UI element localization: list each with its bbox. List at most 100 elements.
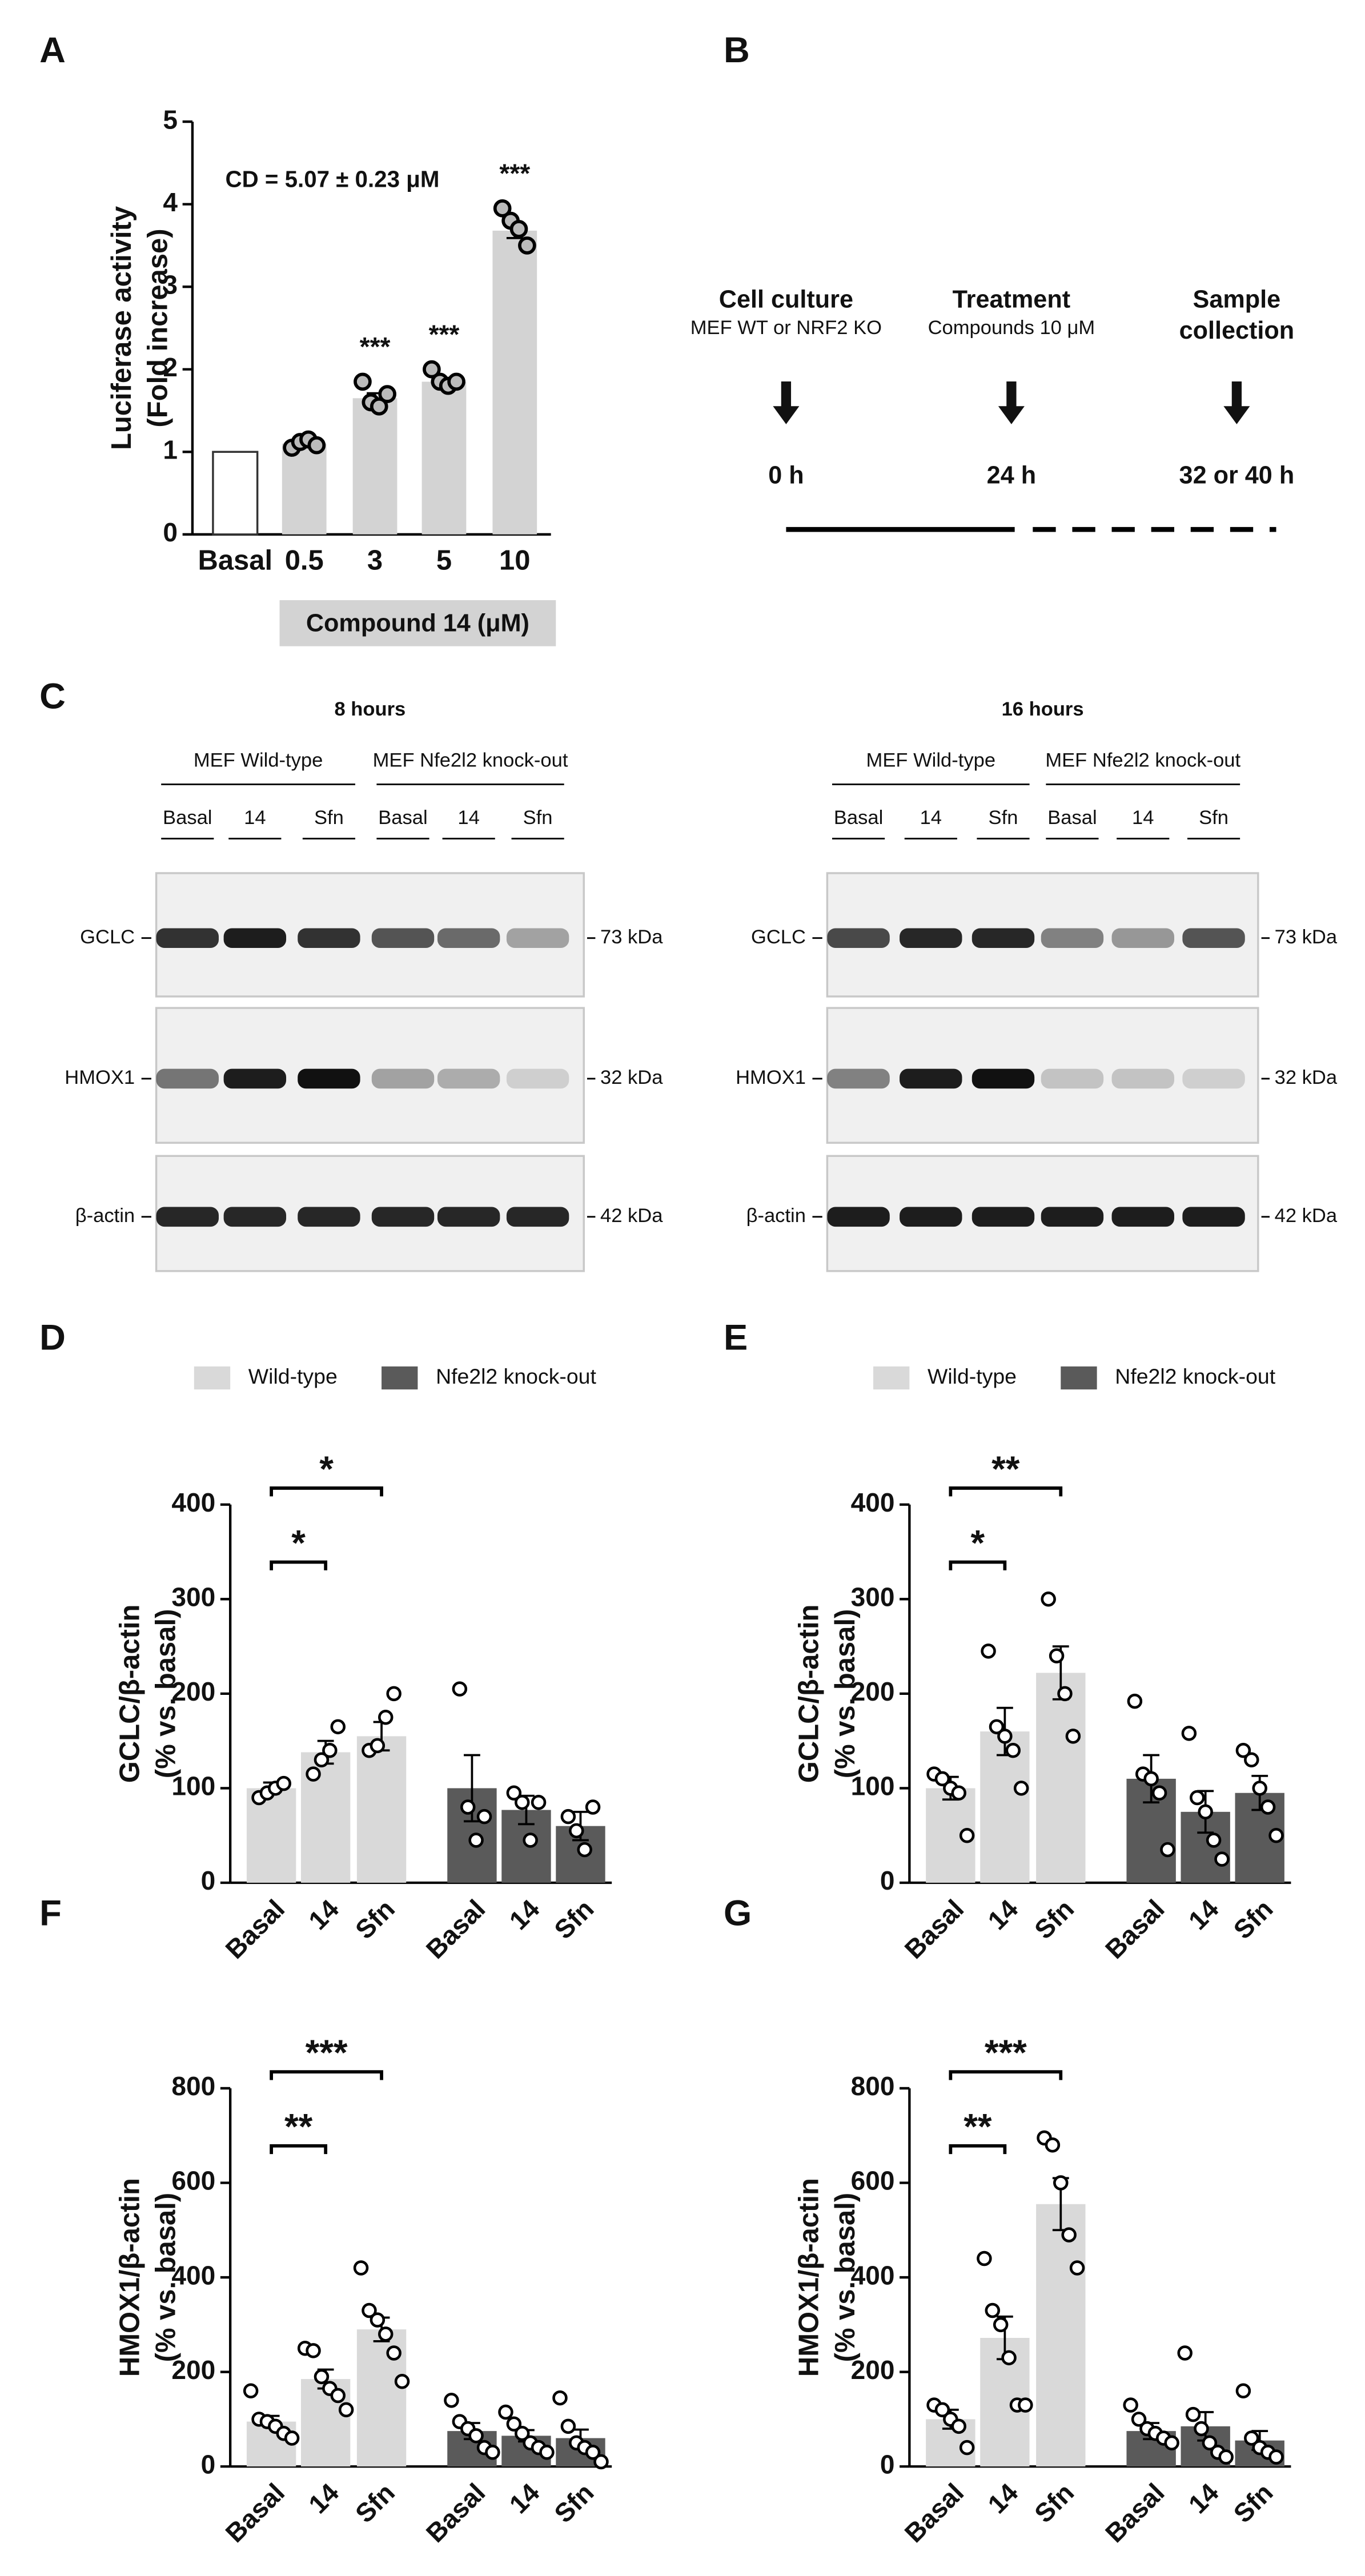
data-point bbox=[386, 1686, 402, 1702]
data-point bbox=[569, 1823, 584, 1839]
significance-label: *** bbox=[360, 332, 391, 361]
data-point bbox=[518, 236, 536, 255]
x-tick-label: Basal bbox=[198, 545, 272, 576]
data-point bbox=[523, 1832, 538, 1848]
bar bbox=[1036, 1673, 1086, 1883]
data-point bbox=[560, 2418, 576, 2434]
group-label: Compound 14 (μM) bbox=[306, 610, 529, 637]
data-point bbox=[322, 1742, 338, 1758]
data-point bbox=[1260, 1799, 1276, 1815]
data-point bbox=[1268, 1827, 1284, 1843]
x-tick-label: 14 bbox=[503, 2477, 545, 2519]
significance-label: ** bbox=[963, 2107, 992, 2147]
y-axis-label: HMOX1/β-actin bbox=[114, 2178, 145, 2377]
lane-label: Basal bbox=[834, 807, 883, 829]
x-tick-label: Basal bbox=[899, 1894, 970, 1964]
band bbox=[971, 1068, 1035, 1089]
x-tick-label: Basal bbox=[420, 2477, 491, 2548]
y-tick-label: 200 bbox=[851, 1677, 895, 1706]
data-point bbox=[468, 2428, 484, 2444]
data-point bbox=[452, 1681, 468, 1697]
lane-label: Sfn bbox=[523, 807, 553, 829]
significance-label: ** bbox=[991, 1449, 1020, 1489]
x-tick-label: 5 bbox=[436, 545, 452, 576]
y-tick-label: 100 bbox=[171, 1771, 215, 1801]
bar bbox=[980, 1731, 1030, 1883]
data-point bbox=[1198, 1804, 1213, 1820]
y-tick-label: 4 bbox=[163, 187, 178, 217]
x-tick-label: 14 bbox=[1183, 1894, 1225, 1935]
x-tick-label: 14 bbox=[303, 1894, 344, 1935]
data-point bbox=[1214, 1851, 1230, 1867]
significance-label: *** bbox=[429, 319, 460, 349]
significance-label: ** bbox=[284, 2107, 313, 2147]
data-point bbox=[1202, 2435, 1218, 2451]
blot-box bbox=[826, 1007, 1259, 1144]
blot-title: 16 hours bbox=[1002, 698, 1084, 720]
y-tick-label: 100 bbox=[851, 1771, 895, 1801]
y-axis-label: (% vs. basal) bbox=[151, 2193, 182, 2362]
panel-letter: F bbox=[39, 1893, 62, 1933]
bar bbox=[212, 451, 259, 536]
data-point bbox=[370, 2312, 386, 2328]
data-point bbox=[362, 2302, 377, 2318]
bar bbox=[356, 1736, 407, 1883]
band bbox=[827, 1207, 890, 1227]
band bbox=[1041, 1207, 1104, 1227]
data-point bbox=[509, 220, 528, 238]
significance-bracket bbox=[270, 2070, 383, 2080]
y-axis-label: Luciferase activity bbox=[106, 206, 137, 450]
data-point bbox=[330, 1719, 346, 1735]
lane-label: 14 bbox=[920, 807, 942, 829]
group-label: MEF Nfe2l2 knock-out bbox=[1045, 749, 1240, 771]
significance-bracket bbox=[270, 1486, 383, 1497]
data-point bbox=[506, 1785, 522, 1801]
band bbox=[827, 1068, 890, 1089]
arrow bbox=[773, 381, 800, 424]
group-label: MEF Wild-type bbox=[194, 749, 323, 771]
band bbox=[1182, 1207, 1245, 1227]
data-point bbox=[1018, 2397, 1033, 2413]
arrow bbox=[998, 381, 1025, 424]
band bbox=[223, 1068, 287, 1089]
y-axis-label: (% vs. basal) bbox=[151, 1609, 182, 1778]
y-tick-label: 0 bbox=[201, 1866, 216, 1895]
y-tick-label: 400 bbox=[171, 1488, 215, 1517]
x-tick-label: 14 bbox=[982, 1894, 1023, 1935]
data-point bbox=[314, 2369, 330, 2385]
band bbox=[1041, 928, 1104, 949]
x-tick-label: 14 bbox=[1183, 2477, 1225, 2519]
data-point bbox=[353, 2260, 369, 2276]
data-point bbox=[378, 385, 396, 403]
data-point bbox=[593, 2454, 609, 2470]
x-tick-label: 14 bbox=[982, 2477, 1023, 2519]
significance-bracket bbox=[949, 1486, 1063, 1497]
significance-bracket bbox=[270, 2144, 328, 2155]
data-point bbox=[306, 1766, 321, 1782]
band bbox=[506, 928, 569, 949]
data-point bbox=[1057, 1686, 1073, 1702]
lane-label: Sfn bbox=[989, 807, 1018, 829]
blot-title: 8 hours bbox=[335, 698, 406, 720]
y-tick-label: 300 bbox=[171, 1582, 215, 1611]
x-tick-label: Sfn bbox=[1029, 1894, 1079, 1944]
significance-label: *** bbox=[306, 2033, 348, 2073]
panel-letter: E bbox=[724, 1318, 748, 1358]
y-tick-label: 200 bbox=[171, 2355, 215, 2385]
y-tick-label: 1 bbox=[163, 435, 178, 464]
y-axis-label: (Fold increase) bbox=[142, 228, 173, 427]
stage-title: Sample bbox=[1193, 286, 1281, 313]
x-tick-label: Sfn bbox=[1227, 2477, 1278, 2528]
data-point bbox=[1244, 2430, 1259, 2446]
y-tick-label: 0 bbox=[880, 1866, 895, 1895]
data-point bbox=[423, 360, 441, 379]
y-axis-label: GCLC/β-actin bbox=[794, 1605, 825, 1783]
data-point bbox=[1143, 1771, 1159, 1787]
data-point bbox=[515, 1795, 530, 1810]
x-tick-label: Sfn bbox=[1227, 1894, 1278, 1944]
significance-bracket bbox=[949, 1560, 1007, 1570]
panel-letter: C bbox=[39, 677, 66, 717]
y-axis-label: GCLC/β-actin bbox=[114, 1605, 145, 1783]
size-label: 32 kDa bbox=[1275, 1067, 1338, 1088]
panel-letter: B bbox=[724, 30, 750, 70]
